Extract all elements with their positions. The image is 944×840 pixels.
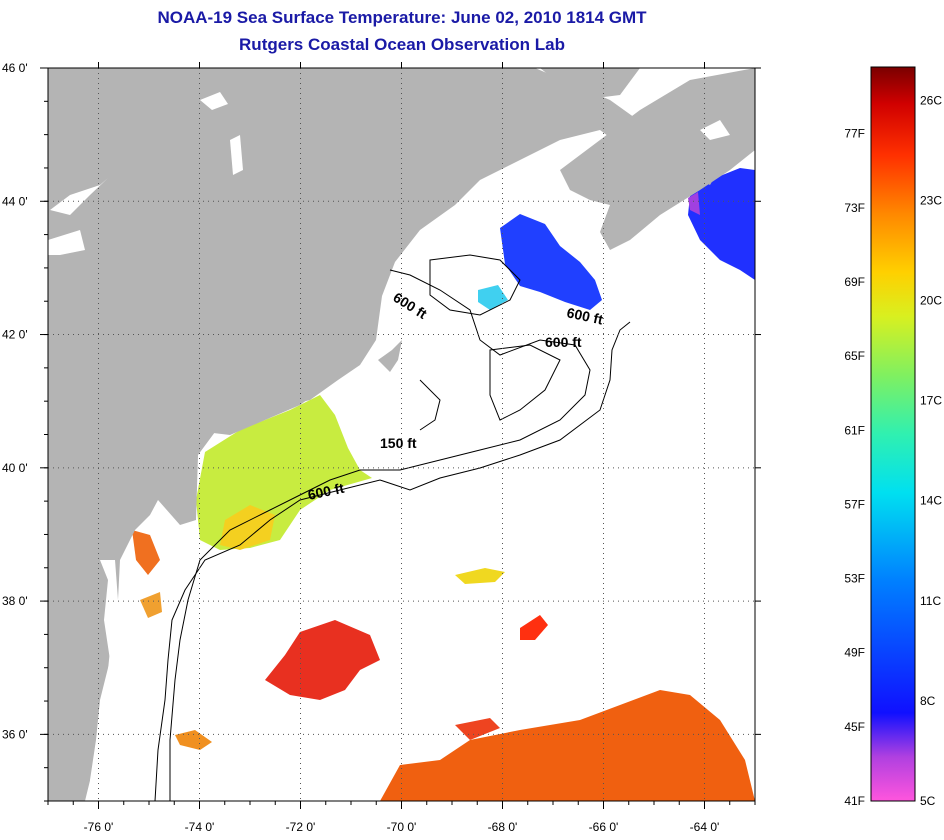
contour-georges [419, 379, 441, 431]
colorbar-f-label: 69F [844, 275, 865, 289]
bathymetry-contours [154, 254, 631, 801]
colorbar-f-label: 57F [844, 497, 865, 511]
lat-tick-label: 40 0' [2, 461, 28, 475]
inland-lake [200, 92, 228, 110]
contour-label: 600 ft [545, 334, 582, 350]
colorbar-c-label: 5C [920, 794, 936, 808]
lon-tick-label: -64 0' [690, 820, 720, 834]
map-axis-labels: -76 0' -74 0' -72 0' -70 0' -68 0' -66 0' -64 … [2, 61, 719, 834]
sst-patch-scotian-violet [688, 192, 700, 215]
lat-tick-label: 44 0' [2, 194, 28, 208]
colorbar-f-label: 65F [844, 349, 865, 363]
map-title: NOAA-19 Sea Surface Temperature: June 02… [157, 8, 647, 27]
map-subtitle: Rutgers Coastal Ocean Observation Lab [239, 35, 565, 54]
contour-gom-basin [429, 254, 521, 316]
colorbar-c-label: 26C [920, 93, 942, 107]
colorbar-c-label: 17C [920, 394, 942, 408]
sst-patch-nj-warm [220, 505, 275, 550]
colorbar-c-label: 20C [920, 294, 942, 308]
colorbar-f-label: 73F [844, 201, 865, 215]
sst-patch-gulfstream-2 [520, 615, 548, 640]
contour-600ft [154, 321, 631, 801]
lon-tick-label: -66 0' [589, 820, 619, 834]
land-pei-area [540, 68, 640, 100]
lat-tick-label: 36 0' [2, 727, 28, 741]
lon-tick-label: -72 0' [286, 820, 316, 834]
colorbar-f-label: 61F [844, 423, 865, 437]
colorbar-labels: 41F 45F 49F 53F 57F 61F 65F 69F 73F 77F 5C 8C 11C 14C… [844, 93, 942, 808]
contour-label: 600 ft [306, 480, 345, 503]
inland-lake [230, 135, 243, 175]
lat-tick-label: 42 0' [2, 328, 28, 342]
sst-patch-slope-yellow [455, 568, 505, 584]
colorbar-c-label: 23C [920, 193, 942, 207]
land [48, 68, 755, 801]
sst-patch-slope-orange [175, 730, 212, 750]
graticule [48, 68, 755, 801]
lat-tick-label: 46 0' [2, 61, 28, 75]
contour-gom-ledge [489, 344, 561, 421]
colorbar-c-label: 14C [920, 494, 942, 508]
sst-patch-gulfstream-3 [380, 690, 755, 801]
land-mainland [48, 68, 720, 801]
colorbar: 41F 45F 49F 53F 57F 61F 65F 69F 73F 77F 5C 8C 11C 14C… [844, 66, 942, 808]
sst-patch-gom-cyan [478, 285, 508, 310]
inland-lake [700, 120, 730, 140]
inland-lake [48, 230, 85, 255]
inland-lake [50, 178, 108, 215]
land-cape-cod [378, 340, 402, 372]
contour-150ft [169, 269, 591, 801]
colorbar-f-label: 49F [844, 646, 865, 660]
colorbar-f-label: 53F [844, 572, 865, 586]
lat-tick-label: 38 0' [2, 594, 28, 608]
contour-label: 600 ft [565, 304, 604, 327]
land-long-island [205, 392, 318, 435]
colorbar-f-label: 45F [844, 720, 865, 734]
sst-patch-gom-blue [500, 214, 602, 310]
land-nova-scotia [560, 68, 755, 250]
sst-patch-delmarva [140, 592, 162, 618]
inland-water [48, 92, 730, 801]
colorbar-gradient [870, 66, 916, 802]
chesapeake-bay [90, 560, 122, 801]
colorbar-f-label: 77F [844, 127, 865, 141]
colorbar-c-label: 8C [920, 694, 936, 708]
lon-tick-label: -68 0' [488, 820, 518, 834]
lon-tick-label: -74 0' [185, 820, 215, 834]
lon-tick-label: -70 0' [387, 820, 417, 834]
colorbar-f-label: 41F [844, 794, 865, 808]
sst-patch-de-bay [132, 530, 160, 575]
sst-patch-gulfstream-1 [265, 620, 380, 700]
map-area: 600 ft 600 ft 600 ft 150 ft 600 ft [48, 68, 755, 801]
lon-tick-label: -76 0' [84, 820, 114, 834]
colorbar-c-label: 11C [920, 594, 941, 608]
sst-patches [132, 168, 755, 801]
contour-label: 150 ft [380, 435, 417, 451]
sst-patch-scotian [688, 168, 755, 280]
sst-patch-gulfstream-4 [455, 718, 500, 740]
map-ticks [40, 62, 761, 809]
